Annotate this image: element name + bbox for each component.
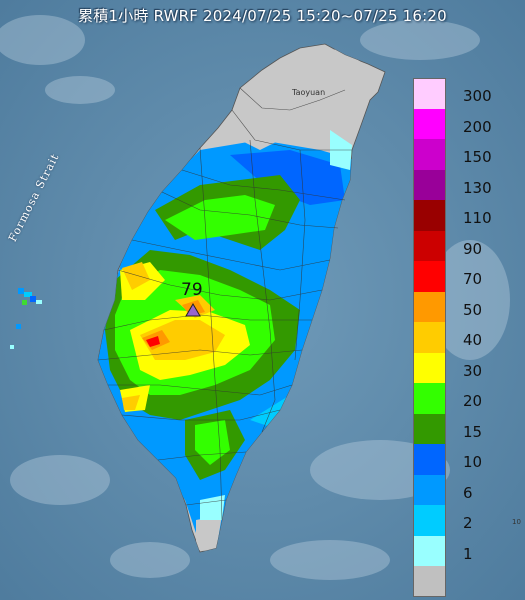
legend-label: 50 xyxy=(463,300,483,319)
legend-swatch xyxy=(413,566,446,597)
legend-label: 90 xyxy=(463,239,483,258)
legend-label: 30 xyxy=(463,361,483,380)
legend-label: 150 xyxy=(463,148,492,166)
legend-label: 40 xyxy=(463,331,483,349)
legend-row: 40 xyxy=(413,322,505,353)
legend-row: 130 xyxy=(413,169,505,200)
legend-label: 110 xyxy=(463,209,492,227)
legend-swatch xyxy=(413,352,446,383)
legend-row xyxy=(413,566,505,597)
max-rainfall-marker xyxy=(185,303,201,317)
legend-swatch xyxy=(413,383,446,414)
legend-label: 70 xyxy=(463,270,483,288)
max-value-label: 79 xyxy=(181,280,203,300)
legend-label: 6 xyxy=(463,483,473,502)
legend-swatch xyxy=(413,169,446,200)
legend-swatch xyxy=(413,261,446,292)
legend-swatch xyxy=(413,535,446,566)
legend-row: 200 xyxy=(413,108,505,139)
legend-swatch xyxy=(413,78,446,109)
legend-label: 10 xyxy=(463,453,483,471)
edge-label: 10 xyxy=(512,518,521,526)
legend-row: 20 xyxy=(413,383,505,414)
legend-row: 1 xyxy=(413,535,505,566)
legend-row: 90 xyxy=(413,230,505,261)
legend-label: 1 xyxy=(463,544,473,563)
legend-row: 150 xyxy=(413,139,505,170)
legend-row: 2 xyxy=(413,505,505,536)
legend-label: 20 xyxy=(463,392,483,410)
legend-swatch xyxy=(413,474,446,505)
admin-boundaries xyxy=(97,87,352,521)
legend-swatch xyxy=(413,505,446,536)
legend-swatch xyxy=(413,413,446,444)
legend-swatch xyxy=(413,108,446,139)
legend-swatch xyxy=(413,200,446,231)
legend-row: 15 xyxy=(413,413,505,444)
rainfall-legend: 300 200 150 130 110 90 70 50 40 30 20 15 10 6 2 1 xyxy=(413,78,505,597)
offshore-echoes xyxy=(10,288,42,349)
city-label: Taoyuan xyxy=(292,88,326,97)
legend-row: 70 xyxy=(413,261,505,292)
legend-row: 10 xyxy=(413,444,505,475)
rainfall-field xyxy=(98,48,370,552)
legend-label: 300 xyxy=(463,87,492,105)
legend-swatch xyxy=(413,322,446,353)
legend-swatch xyxy=(413,444,446,475)
legend-swatch xyxy=(413,139,446,170)
legend-row: 50 xyxy=(413,291,505,322)
legend-row: 30 xyxy=(413,352,505,383)
legend-row: 110 xyxy=(413,200,505,231)
legend-label: 130 xyxy=(463,178,492,197)
legend-row: 300 xyxy=(413,78,505,109)
legend-label: 15 xyxy=(463,422,483,441)
legend-label: 2 xyxy=(463,514,473,532)
legend-label: 200 xyxy=(463,117,492,136)
legend-swatch xyxy=(413,291,446,322)
map-title: 累積1小時 RWRF 2024/07/25 15:20~07/25 16:20 xyxy=(78,7,447,25)
legend-row: 6 xyxy=(413,474,505,505)
legend-swatch xyxy=(413,230,446,261)
